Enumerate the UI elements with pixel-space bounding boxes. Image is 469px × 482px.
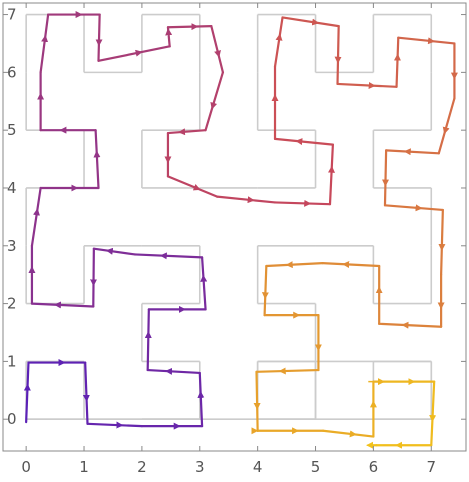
direction-arrow [165,28,173,45]
direction-arrow [53,301,71,309]
y-tick-label: 1 [7,352,17,370]
direction-arrow [159,252,177,260]
x-tick-label: 4 [253,458,263,476]
direction-arrow [275,33,283,51]
direction-arrow [294,199,312,207]
axis-ticks [3,3,466,451]
direction-arrow [33,208,40,225]
y-tick-label: 3 [7,237,17,255]
direction-arrow [340,430,357,438]
x-tick-label: 7 [427,458,437,476]
y-tick-label: 5 [7,121,17,139]
direction-arrow [403,148,421,156]
direction-arrow [418,37,436,45]
direction-arrow [82,385,90,402]
direction-arrow [106,421,124,429]
direction-arrow [429,405,437,423]
x-tick-label: 6 [369,458,379,476]
direction-arrow [105,247,123,255]
y-tick-label: 0 [7,410,17,428]
direction-arrow [214,41,221,58]
direction-arrow [184,182,201,191]
x-tick-label: 5 [311,458,321,476]
direction-arrow [302,18,320,26]
y-tick-label: 2 [7,295,17,313]
x-tick-label: 0 [21,458,31,476]
direction-arrow [41,34,49,52]
direction-arrow [238,196,255,204]
direction-arrow [295,138,312,146]
direction-arrow [178,128,195,136]
direction-arrow [126,49,143,57]
direction-arrow [359,81,376,89]
direction-arrow [197,390,205,408]
direction-arrow [401,321,419,329]
direction-arrow [285,261,303,269]
plot-frame [2,2,467,452]
x-tick-label: 2 [137,458,147,476]
direction-arrow [342,260,359,268]
x-tick-label: 1 [79,458,89,476]
y-tick-labels: 0 1 2 3 4 5 6 7 [7,6,17,429]
x-tick-label: 3 [195,458,205,476]
direction-arrow [23,383,31,401]
direction-arrows [23,11,458,449]
reference-curve [25,13,433,421]
direction-arrow [210,93,218,110]
direction-arrow [328,165,336,183]
direction-arrow [442,117,450,135]
direction-arrow [200,274,208,292]
x-tick-labels: 0 1 2 3 4 5 6 7 [21,458,436,476]
y-tick-label: 6 [7,63,17,81]
direction-arrow [93,150,101,168]
direction-arrow [261,282,269,300]
y-tick-label: 7 [7,6,17,24]
direction-arrow [393,53,401,71]
direction-arrow [405,204,423,212]
perturbed-curve [25,13,456,447]
direction-arrow [165,367,182,375]
y-tick-label: 4 [7,179,17,197]
